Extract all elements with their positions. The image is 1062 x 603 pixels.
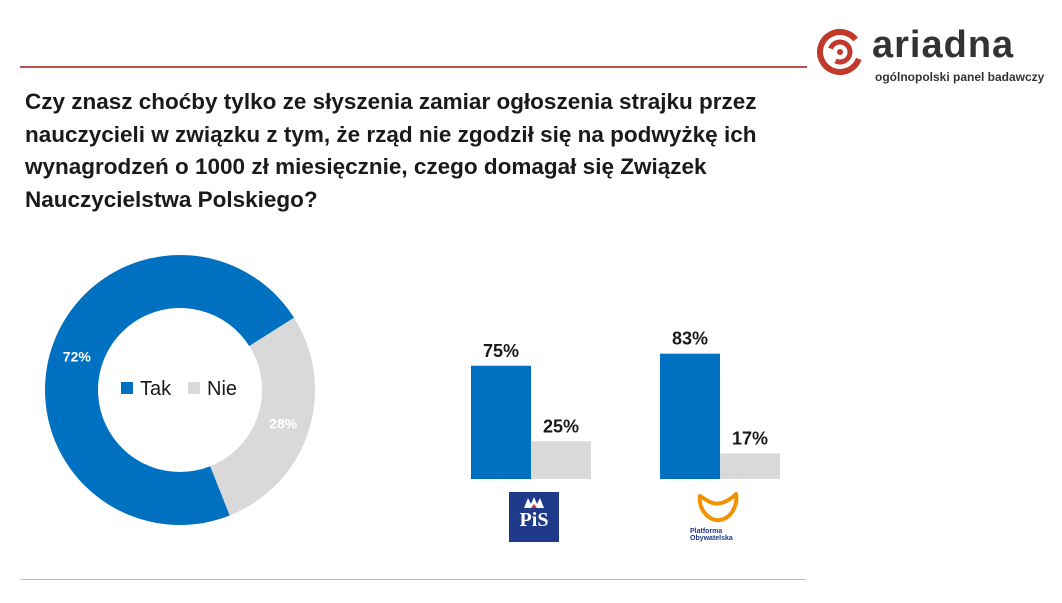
bar-label-pis-nie: 25% [543, 416, 579, 436]
logo-tagline: ogólnopolski panel badawczy [875, 70, 1045, 84]
po-heart-icon [697, 492, 739, 523]
logo-wordmark: ariadna [872, 24, 1015, 66]
legend-label-nie: Nie [207, 378, 237, 400]
survey-question: Czy znasz choćby tylko ze słyszenia zami… [25, 89, 757, 212]
po-logo-text: Platforma Obywatelska [690, 528, 733, 542]
legend-swatch-tak [121, 382, 133, 394]
ariadna-spiral-icon [817, 29, 863, 75]
eagle-icon [524, 497, 544, 508]
bar-po-nie [720, 453, 780, 479]
bar-pis-nie [531, 441, 591, 479]
ariadna-logo: ariadna ogólnopolski panel badawczy [816, 24, 1056, 86]
legend-swatch-nie [188, 382, 200, 394]
po-logo: Platforma Obywatelska [688, 490, 744, 548]
legend-label-tak: Tak [140, 378, 172, 400]
bar-pis-tak [471, 365, 531, 479]
bar-po-tak [660, 353, 720, 479]
donut-chart: 28% 72% Tak Nie [45, 254, 316, 525]
donut-slice-nie [210, 317, 316, 516]
bar-label-pis-tak: 75% [483, 341, 519, 361]
pis-logo-text: PiS [519, 509, 549, 531]
bar-label-po-nie: 17% [732, 428, 768, 448]
donut-label-nie: 28% [269, 416, 298, 432]
bar-label-po-tak: 83% [672, 329, 708, 349]
grouped-bar-chart: 75% 25% 83% 17% [471, 329, 780, 479]
pis-logo: PiS [509, 492, 559, 542]
donut-slice-tak [45, 254, 294, 525]
header-divider [20, 66, 807, 68]
footer-divider [20, 579, 806, 580]
donut-label-tak: 72% [63, 348, 92, 364]
